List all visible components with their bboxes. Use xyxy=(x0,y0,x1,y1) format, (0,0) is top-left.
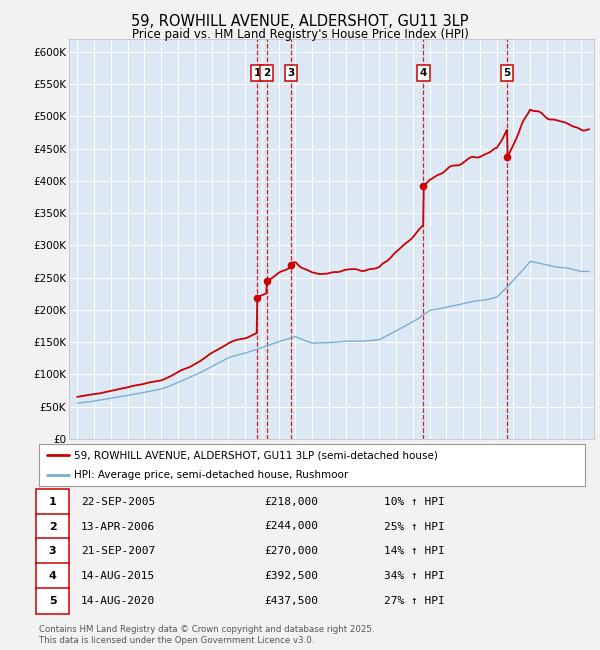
Text: 3: 3 xyxy=(49,546,56,556)
Text: 5: 5 xyxy=(49,595,56,606)
Text: 10% ↑ HPI: 10% ↑ HPI xyxy=(384,497,445,507)
Text: 3: 3 xyxy=(287,68,295,78)
Text: 5: 5 xyxy=(503,68,511,78)
Text: 14-AUG-2015: 14-AUG-2015 xyxy=(81,571,155,581)
Text: 27% ↑ HPI: 27% ↑ HPI xyxy=(384,595,445,606)
Text: HPI: Average price, semi-detached house, Rushmoor: HPI: Average price, semi-detached house,… xyxy=(74,470,349,480)
Text: £244,000: £244,000 xyxy=(264,521,318,532)
Text: 2: 2 xyxy=(263,68,270,78)
Text: 22-SEP-2005: 22-SEP-2005 xyxy=(81,497,155,507)
Text: £218,000: £218,000 xyxy=(264,497,318,507)
Text: 4: 4 xyxy=(419,68,427,78)
Text: 25% ↑ HPI: 25% ↑ HPI xyxy=(384,521,445,532)
Text: Contains HM Land Registry data © Crown copyright and database right 2025.
This d: Contains HM Land Registry data © Crown c… xyxy=(39,625,374,645)
Text: £392,500: £392,500 xyxy=(264,571,318,581)
Text: Price paid vs. HM Land Registry's House Price Index (HPI): Price paid vs. HM Land Registry's House … xyxy=(131,28,469,41)
Text: 34% ↑ HPI: 34% ↑ HPI xyxy=(384,571,445,581)
Text: £437,500: £437,500 xyxy=(264,595,318,606)
Text: 59, ROWHILL AVENUE, ALDERSHOT, GU11 3LP (semi-detached house): 59, ROWHILL AVENUE, ALDERSHOT, GU11 3LP … xyxy=(74,450,439,460)
Text: 1: 1 xyxy=(49,497,56,507)
Text: 2: 2 xyxy=(49,521,56,532)
Text: 13-APR-2006: 13-APR-2006 xyxy=(81,521,155,532)
Text: 1: 1 xyxy=(254,68,261,78)
Text: 4: 4 xyxy=(49,571,56,581)
Text: 14% ↑ HPI: 14% ↑ HPI xyxy=(384,546,445,556)
Text: £270,000: £270,000 xyxy=(264,546,318,556)
Text: 59, ROWHILL AVENUE, ALDERSHOT, GU11 3LP: 59, ROWHILL AVENUE, ALDERSHOT, GU11 3LP xyxy=(131,14,469,29)
Text: 21-SEP-2007: 21-SEP-2007 xyxy=(81,546,155,556)
Text: 14-AUG-2020: 14-AUG-2020 xyxy=(81,595,155,606)
